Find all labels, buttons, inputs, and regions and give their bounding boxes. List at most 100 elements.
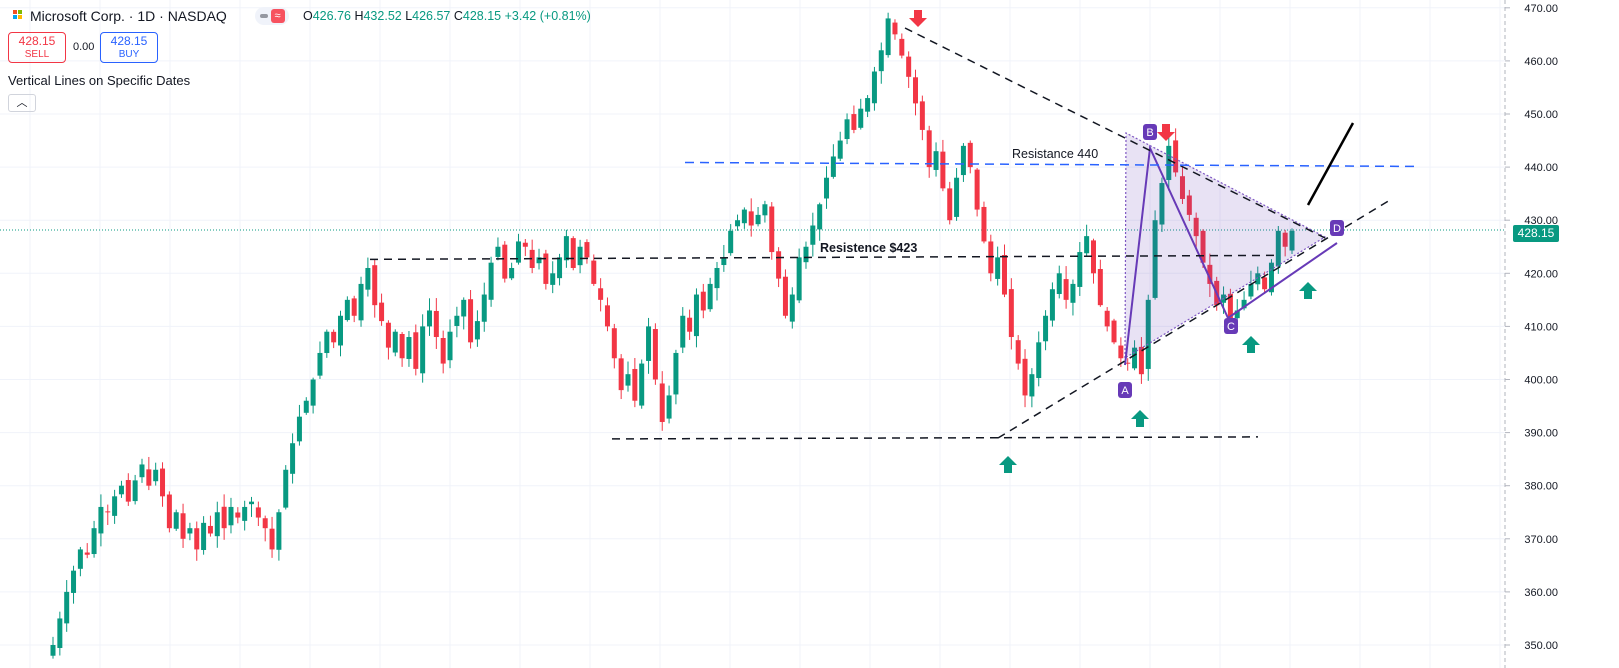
candle-body: [687, 317, 693, 332]
candle-body: [817, 204, 823, 230]
candle-body: [317, 352, 323, 376]
candle-body: [659, 383, 665, 422]
candle-body: [474, 321, 480, 340]
candle-body: [71, 570, 77, 593]
candle-body: [714, 267, 720, 289]
price-axis-label: 380.00: [1524, 481, 1558, 493]
candle-body: [1008, 289, 1014, 338]
price-axis-label: 410.00: [1524, 321, 1558, 333]
candle-body: [269, 528, 275, 550]
price-axis-label: 440.00: [1524, 162, 1558, 174]
candle-body: [550, 273, 556, 285]
candle-body: [543, 253, 549, 284]
chart-grid: [0, 0, 1505, 668]
candle-body: [173, 512, 179, 529]
candle-body: [762, 204, 768, 216]
chevron-up-icon[interactable]: ︿: [8, 94, 36, 112]
price-axis-label: 430.00: [1524, 215, 1558, 227]
candle-body: [1063, 279, 1069, 300]
candle-body: [830, 156, 836, 177]
candle-body: [1207, 264, 1213, 284]
minus-icon: [259, 14, 268, 18]
arrow-down-icon: [909, 10, 927, 27]
candle-body: [235, 512, 241, 518]
candle-body: [447, 331, 453, 361]
candle-body: [871, 71, 877, 104]
candle-body: [112, 496, 118, 516]
candle-body: [1036, 342, 1042, 379]
buy-button[interactable]: 428.15 BUY: [100, 32, 158, 63]
price-axis-label: 450.00: [1524, 109, 1558, 121]
candle-body: [666, 395, 672, 419]
candle-body: [735, 220, 741, 227]
indicator-title[interactable]: Vertical Lines on Specific Dates: [8, 73, 191, 88]
candle-body: [810, 225, 816, 245]
candle-body: [1193, 217, 1199, 237]
candle-body: [91, 528, 97, 555]
candle-body: [933, 151, 939, 170]
source-toggle[interactable]: ≈: [255, 7, 289, 25]
point-a-label: A: [1121, 385, 1129, 397]
candle-body: [1268, 262, 1274, 293]
candle-body: [77, 549, 83, 569]
candle-body: [1097, 268, 1103, 306]
candle-body: [495, 246, 501, 257]
candle-body: [960, 145, 966, 176]
candle-body: [214, 512, 220, 537]
candle-body: [440, 338, 446, 364]
candle-body: [1234, 310, 1240, 319]
candle-body: [1104, 310, 1110, 327]
candle-body: [913, 77, 919, 104]
candle-body: [1001, 255, 1007, 295]
candle-body: [906, 56, 912, 77]
candle-body: [789, 294, 795, 322]
candle-body: [1227, 293, 1233, 322]
candle-body: [242, 506, 248, 521]
candle-body: [132, 480, 138, 502]
candle-body: [481, 294, 487, 322]
candle-body: [324, 331, 330, 354]
candle-body: [207, 525, 213, 534]
candle-body: [379, 302, 385, 322]
support-line: [611, 436, 1259, 440]
candle-body: [995, 257, 1001, 279]
candle-body: [433, 310, 439, 338]
arrow-up-icon: [999, 456, 1017, 473]
candle-body: [50, 645, 56, 656]
candle-body: [1029, 374, 1035, 397]
candle-body: [413, 332, 419, 369]
candle-body: [153, 469, 159, 482]
ohlc-readout: O426.76 H432.52 L426.57 C428.15 +3.42 (+…: [303, 9, 591, 23]
candle-body: [1056, 273, 1062, 295]
candle-body: [262, 518, 268, 529]
price-axis[interactable]: 470.00 460.00 450.00 440.00 430.00 420.00 410.…: [1504, 0, 1558, 668]
candle-body: [741, 209, 747, 224]
candle-body: [1070, 283, 1076, 303]
candle-body: [625, 374, 631, 386]
candle-body: [557, 257, 563, 279]
candle-body: [837, 140, 843, 159]
candle-body: [64, 591, 70, 624]
candle-body: [1289, 230, 1295, 251]
candle-body: [885, 18, 891, 56]
price-axis-label: 390.00: [1524, 428, 1558, 440]
sell-button[interactable]: 428.15 SELL: [8, 32, 66, 63]
microsoft-logo-icon: [13, 10, 23, 20]
candle-body: [865, 98, 871, 112]
arrow-down-icon: [1157, 124, 1175, 141]
triangle-pattern-fill: [1124, 132, 1327, 360]
candle-body: [488, 262, 494, 300]
candle-body: [1179, 176, 1185, 199]
candle-body: [344, 299, 350, 321]
candle-body: [563, 236, 569, 261]
symbol-title[interactable]: Microsoft Corp. · 1D · NASDAQ: [30, 8, 227, 24]
candle-body: [57, 618, 63, 648]
candle-body: [296, 416, 302, 442]
candle-body: [632, 368, 638, 401]
candle-body: [755, 214, 761, 225]
price-axis-label: 470.00: [1524, 3, 1558, 15]
candle-body: [728, 230, 734, 254]
candle-body: [105, 511, 111, 513]
candle-body: [851, 114, 857, 130]
